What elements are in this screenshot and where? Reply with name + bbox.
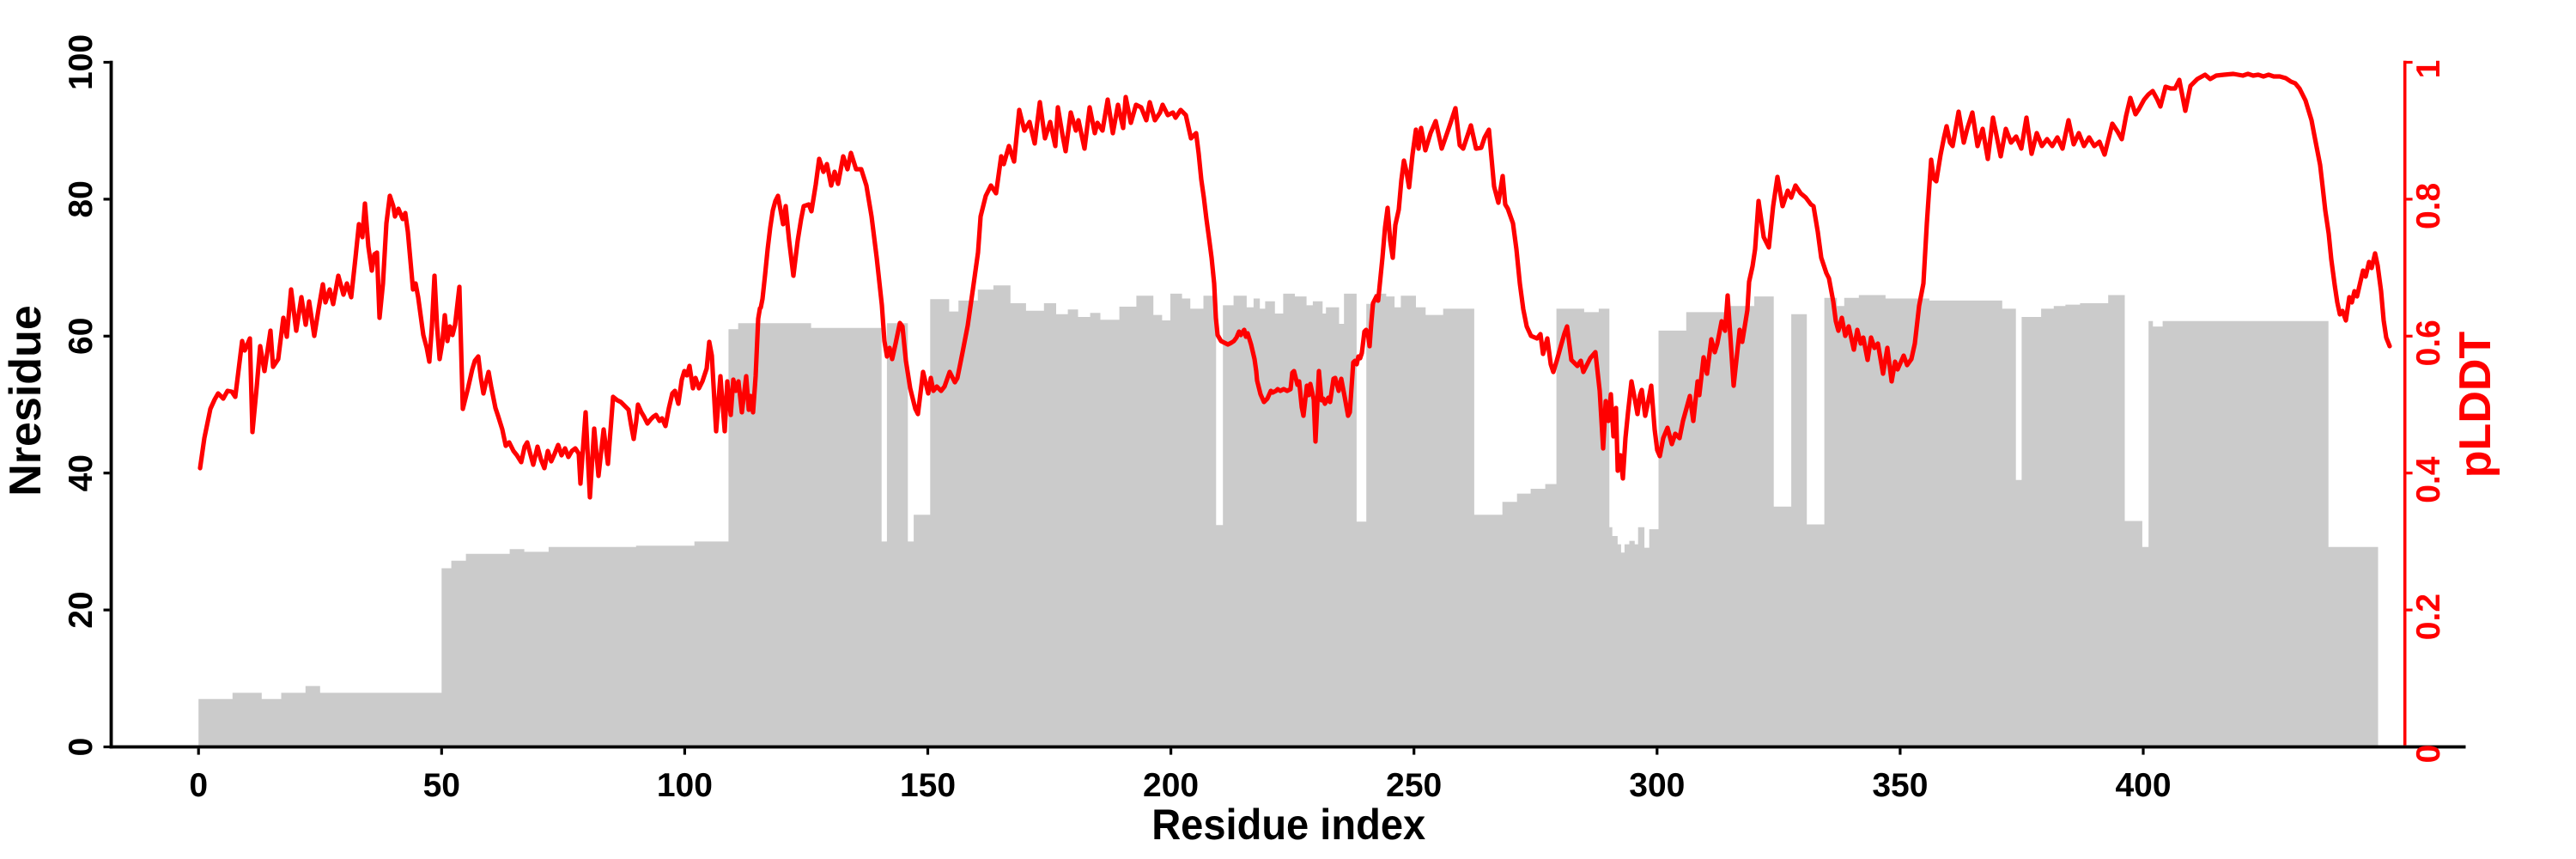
svg-text:0: 0: [2410, 745, 2447, 764]
svg-text:0.8: 0.8: [2410, 183, 2447, 229]
svg-text:250: 250: [1386, 767, 1442, 804]
svg-text:40: 40: [63, 454, 100, 491]
svg-text:1: 1: [2410, 60, 2447, 79]
svg-text:100: 100: [657, 767, 713, 804]
svg-text:Residue index: Residue index: [1151, 801, 1425, 849]
svg-text:400: 400: [2115, 767, 2171, 804]
svg-text:150: 150: [900, 767, 956, 804]
svg-text:50: 50: [423, 767, 460, 804]
svg-text:pLDDT: pLDDT: [2451, 332, 2500, 478]
svg-text:Nresidue: Nresidue: [1, 305, 51, 497]
svg-text:300: 300: [1629, 767, 1685, 804]
svg-text:60: 60: [63, 318, 100, 355]
svg-text:350: 350: [1872, 767, 1928, 804]
svg-text:20: 20: [63, 591, 100, 628]
svg-text:200: 200: [1143, 767, 1199, 804]
svg-text:0.4: 0.4: [2410, 456, 2447, 503]
svg-text:0.6: 0.6: [2410, 320, 2447, 366]
svg-text:0.2: 0.2: [2410, 594, 2447, 640]
svg-text:0: 0: [63, 738, 100, 757]
svg-text:100: 100: [63, 34, 100, 90]
svg-text:0: 0: [189, 767, 208, 804]
svg-text:80: 80: [63, 180, 100, 217]
